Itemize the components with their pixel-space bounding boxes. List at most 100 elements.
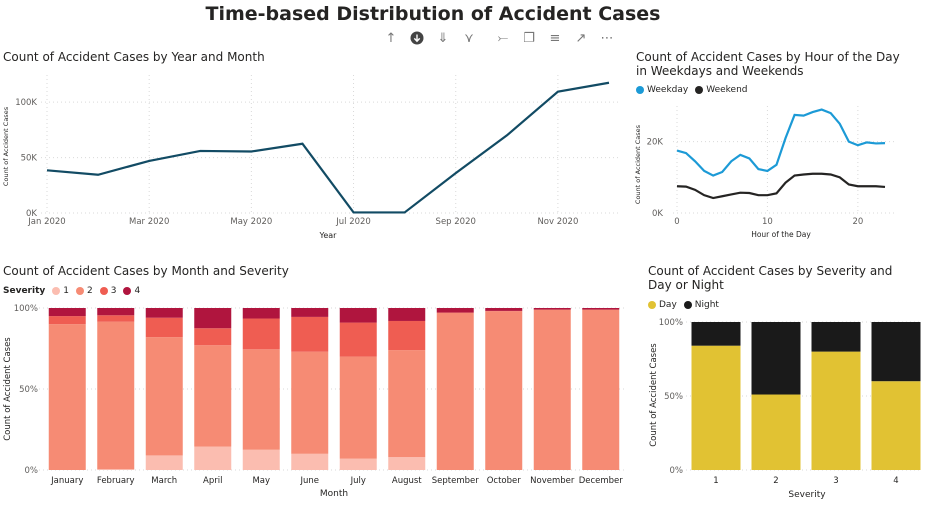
chart1-y-tick-label: 50K xyxy=(21,154,38,164)
chart1-x-tick-label: Mar 2020 xyxy=(129,217,169,227)
chart3-bar-segment-sev2 xyxy=(242,349,280,450)
legend-item-day[interactable]: Day xyxy=(648,300,677,310)
chart3-bar-segment-sev2 xyxy=(388,350,426,458)
chart4-legend: Day Night xyxy=(648,300,722,310)
hierarchy-icon[interactable]: ⋎ xyxy=(464,30,474,46)
chart3-bar-segment-sev3 xyxy=(242,318,280,350)
legend-item-weekend[interactable]: Weekend xyxy=(695,85,748,95)
chart3-bar-segment-sev2 xyxy=(48,324,86,470)
chart2-series-line-weekend xyxy=(676,172,886,200)
chart2-x-tick-label: 20 xyxy=(852,217,863,227)
chart4-y-tick-label: 50% xyxy=(664,392,683,402)
chart3-bar-segment-sev1 xyxy=(194,446,232,470)
chart1-x-tick-label: Jan 2020 xyxy=(27,217,65,227)
chart2-y-tick-label: 0K xyxy=(652,209,663,219)
chart1-x-tick-label: May 2020 xyxy=(230,217,272,227)
legend-label: 2 xyxy=(86,286,93,296)
legend-item-sev3[interactable]: 3 xyxy=(99,286,117,296)
legend-dot xyxy=(695,86,704,94)
drill-down-icon[interactable] xyxy=(404,29,430,47)
chart1-series-line xyxy=(46,81,610,214)
chart3-x-axis-title: Month xyxy=(320,489,348,499)
chart3-bar-segment-sev2 xyxy=(194,345,232,447)
chart3-bar-segment-sev3 xyxy=(388,320,426,351)
copy-icon[interactable]: ❐ xyxy=(523,30,535,46)
chart3-x-tick-label: December xyxy=(579,476,624,486)
chart3-bar-segment-sev4 xyxy=(582,308,620,310)
chart3-bar-segment-sev1 xyxy=(388,457,426,470)
chart4-bar-segment-day xyxy=(811,351,861,470)
chart4-y-tick-label: 0% xyxy=(670,466,684,476)
legend-item-sev2[interactable]: 2 xyxy=(75,286,93,296)
focus-mode-icon[interactable]: ↗ xyxy=(575,30,587,46)
chart3-x-tick-label: June xyxy=(299,476,319,486)
pin-icon[interactable]: ⤚ xyxy=(497,30,509,46)
arrow-up-icon[interactable]: ↑ xyxy=(385,30,397,46)
chart3-bar-segment-sev2 xyxy=(291,351,329,454)
legend-dot xyxy=(99,287,108,295)
chart4-bar-segment-day xyxy=(751,394,801,470)
chart3-x-tick-label: February xyxy=(97,476,135,486)
legend-item-sev4[interactable]: 4 xyxy=(123,286,140,296)
chart2-x-axis-title: Hour of the Day xyxy=(751,230,811,239)
chart4-title: Count of Accident Cases by Severity and … xyxy=(648,264,893,292)
chart3-bar-segment-sev4 xyxy=(436,308,474,313)
expand-all-icon[interactable]: ⇓ xyxy=(437,30,449,46)
chart1-x-tick-label: Nov 2020 xyxy=(537,217,578,227)
chart2-legend: Weekday Weekend xyxy=(636,85,751,95)
visual-header-toolbar: ↑ ⇓ ⋎ ⤚ ❐ ≡ ↗ ⋯ xyxy=(378,29,620,47)
chart3-bar-segment-sev3 xyxy=(291,316,329,352)
chart1-title: Count of Accident Cases by Year and Mont… xyxy=(3,50,265,64)
chart3-bar-segment-sev2 xyxy=(97,321,135,470)
more-options-icon[interactable]: ⋯ xyxy=(600,30,614,46)
chart1-x-axis-title: Year xyxy=(319,231,338,240)
chart3-x-tick-label: March xyxy=(151,476,177,486)
chart3-bar-segment-sev4 xyxy=(242,308,280,319)
legend-dot xyxy=(648,301,656,309)
chart3-bar-segment-sev2 xyxy=(582,309,620,470)
chart3-bar-segment-sev1 xyxy=(339,458,377,470)
chart4-bar-segment-day xyxy=(871,381,921,470)
chart3-y-tick-label: 50% xyxy=(19,385,38,395)
page-title: Time-based Distribution of Accident Case… xyxy=(205,3,661,25)
filter-icon[interactable]: ≡ xyxy=(549,30,561,46)
chart4-bar-segment-night xyxy=(691,322,741,346)
legend-label: 3 xyxy=(110,286,117,296)
chart3-bar-segment-sev4 xyxy=(145,308,183,318)
chart4-bar-segment-day xyxy=(691,345,741,470)
chart4-bar-segment-night xyxy=(751,322,801,395)
chart3-bar-segment-sev4 xyxy=(533,308,571,310)
chart1-x-tick-label: Sep 2020 xyxy=(436,217,476,227)
chart3-bar-segment-sev4 xyxy=(339,308,377,323)
chart3-bar-segment-sev1 xyxy=(242,449,280,470)
chart2-title: Count of Accident Cases by Hour of the D… xyxy=(636,50,900,78)
chart3-bar-segment-sev4 xyxy=(194,308,232,329)
chart3-bar-segment-sev3 xyxy=(48,316,86,325)
legend-item-night[interactable]: Night xyxy=(683,300,719,310)
chart2-x-tick-label: 10 xyxy=(762,217,773,227)
chart3-y-tick-label: 100% xyxy=(14,304,38,314)
chart3-bar-segment-sev3 xyxy=(339,322,377,357)
chart4-x-tick-label: 2 xyxy=(773,476,778,486)
chart4-y-axis-title: Count of Accident Cases xyxy=(649,343,659,447)
chart3-x-tick-label: November xyxy=(530,476,575,486)
chart3-x-tick-label: May xyxy=(252,476,270,486)
legend-item-sev1[interactable]: 1 xyxy=(52,286,69,296)
chart4-bar-segment-night xyxy=(871,322,921,382)
legend-label: 1 xyxy=(63,286,69,296)
chart1-y-tick-label: 100K xyxy=(15,98,37,108)
legend-item-weekday[interactable]: Weekday xyxy=(636,85,688,95)
chart4-x-tick-label: 3 xyxy=(833,476,838,486)
legend-dot xyxy=(75,287,84,295)
chart3-bar-segment-sev2 xyxy=(485,311,523,470)
chart3-y-tick-label: 0% xyxy=(25,466,39,476)
chart3-x-tick-label: August xyxy=(392,476,422,486)
chart3-bar-segment-sev4 xyxy=(48,308,86,317)
chart3-bar-segment-sev2 xyxy=(436,312,474,470)
chart1-y-axis-title: Count of Accident Cases xyxy=(2,106,10,186)
chart3-bar-segment-sev2 xyxy=(145,337,183,456)
chart3-bar-segment-sev2 xyxy=(339,356,377,459)
legend-dot xyxy=(123,287,132,295)
chart3-bar-segment-sev4 xyxy=(388,308,426,321)
